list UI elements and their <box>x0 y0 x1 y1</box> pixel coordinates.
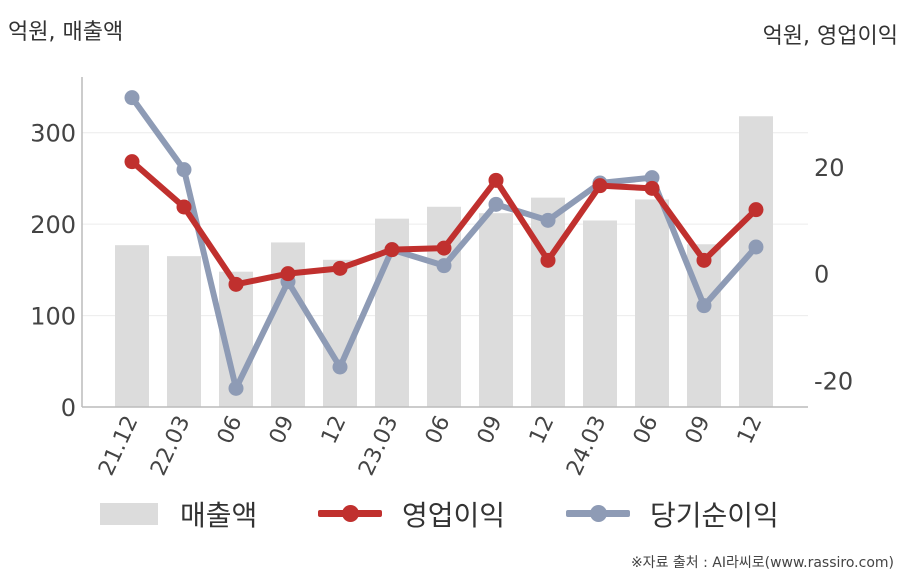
net-income-point <box>540 212 556 228</box>
source-credit: ※자료 출처 : AI라씨로(www.rassiro.com) <box>630 555 894 571</box>
operating-profit-point <box>540 252 556 268</box>
y-left-tick-label: 0 <box>61 394 76 422</box>
net-income-point <box>228 380 244 396</box>
x-tick-label: 23.03 <box>354 412 403 480</box>
operating-profit-point <box>332 260 348 276</box>
x-tick-label: 06 <box>421 412 455 448</box>
net-income-point <box>696 298 712 314</box>
legend-label-revenue: 매출액 <box>180 499 258 532</box>
legend-item-revenue: 매출액 <box>100 492 257 536</box>
x-tick-label: 21.12 <box>94 412 143 480</box>
legend-item-operating: 영업이익 <box>318 492 505 536</box>
net-income-point <box>748 239 764 255</box>
x-tick-label: 09 <box>473 412 507 448</box>
legend-swatch-bar-icon <box>100 503 158 525</box>
legend-swatch-line-icon <box>318 492 382 536</box>
legend-item-net: 당기순이익 <box>566 492 779 536</box>
revenue-bar <box>479 213 513 407</box>
legend-swatch-line-icon <box>566 492 630 536</box>
x-tick-label: 22.03 <box>146 412 195 480</box>
operating-profit-point <box>280 266 296 282</box>
operating-profit-point <box>488 172 504 188</box>
net-income-point <box>644 170 660 186</box>
revenue-bar <box>635 199 669 407</box>
x-tick-label: 12 <box>733 412 767 448</box>
revenue-bar <box>167 256 201 407</box>
legend-label-operating: 영업이익 <box>402 499 506 532</box>
revenue-bar <box>323 259 357 407</box>
y-left-tick-label: 300 <box>30 120 76 148</box>
axes <box>81 77 808 408</box>
legend: 매출액 영업이익 당기순이익 <box>100 492 820 536</box>
operating-profit-point <box>124 154 140 170</box>
x-tick-label: 06 <box>629 412 663 448</box>
y-right-tick-label: 20 <box>814 154 845 182</box>
y-right-tick-label: 0 <box>814 261 829 289</box>
operating-profit-point <box>592 178 608 194</box>
x-tick-label: 09 <box>681 412 715 448</box>
x-tick-label: 12 <box>525 412 559 448</box>
operating-profit-point <box>696 252 712 268</box>
net-income-point <box>176 162 192 178</box>
net-income-point <box>332 359 348 375</box>
operating-profit-point <box>228 276 244 292</box>
profit-lines <box>124 90 764 396</box>
revenue-bars <box>115 116 773 407</box>
operating-profit-point <box>384 242 400 258</box>
revenue-bar <box>115 245 149 407</box>
legend-label-net: 당기순이익 <box>650 499 779 532</box>
x-tick-label: 09 <box>265 412 299 448</box>
net-income-point <box>124 90 140 106</box>
y-left-tick-label: 200 <box>30 211 76 239</box>
revenue-bar <box>531 197 565 407</box>
x-tick-label: 06 <box>213 412 247 448</box>
y-right-tick-label: -20 <box>814 367 853 395</box>
operating-profit-point <box>176 199 192 215</box>
operating-profit-point <box>644 180 660 196</box>
revenue-bar <box>427 206 461 407</box>
net-income-point <box>488 196 504 212</box>
operating-profit-point <box>748 202 764 218</box>
x-tick-label: 12 <box>317 412 351 448</box>
right-axis-unit-label: 억원, 영업이익 <box>762 24 898 49</box>
net-income-point <box>436 258 452 274</box>
y-left-tick-label: 100 <box>30 303 76 331</box>
left-axis-unit-label: 억원, 매출액 <box>8 20 124 45</box>
revenue-bar <box>583 220 617 407</box>
x-tick-label: 24.03 <box>562 412 611 480</box>
operating-profit-point <box>436 240 452 256</box>
